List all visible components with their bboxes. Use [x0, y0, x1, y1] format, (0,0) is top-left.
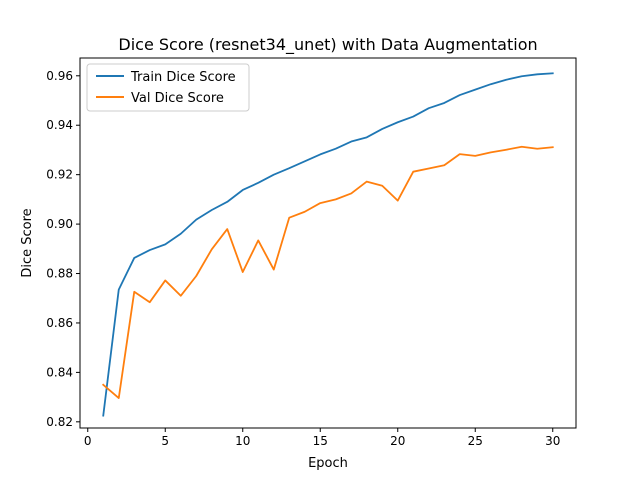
x-tick-label: 10 [235, 434, 250, 448]
x-tick-label: 20 [390, 434, 405, 448]
x-tick-label: 30 [545, 434, 560, 448]
legend-box [86, 63, 250, 112]
y-tick-label: 0.86 [46, 316, 73, 330]
series-layer [101, 72, 554, 417]
y-tick-label: 0.94 [46, 118, 73, 132]
x-axis-ticks: 0 5 10 15 20 25 30 [84, 428, 560, 448]
legend: Train Dice Score Val Dice Score [86, 63, 250, 112]
x-tick-label: 0 [84, 434, 92, 448]
x-tick-label: 25 [468, 434, 483, 448]
series-line-train [102, 72, 554, 417]
chart-title: Dice Score (resnet34_unet) with Data Aug… [118, 35, 537, 55]
y-tick-label: 0.92 [46, 168, 73, 182]
axes-frame [79, 57, 577, 429]
y-tick-label: 0.84 [46, 365, 73, 379]
series-line-val [101, 145, 554, 399]
legend-label-train: Train Dice Score [130, 70, 236, 85]
x-tick-label: 15 [313, 434, 328, 448]
x-tick-label: 5 [161, 434, 169, 448]
y-axis-ticks: 0.82 0.84 0.86 0.88 0.90 0.92 0.94 0.96 [46, 69, 80, 429]
x-axis-label: Epoch [308, 456, 348, 471]
y-axis-label: Dice Score [20, 208, 35, 277]
plot-area: 0 5 10 15 20 25 30 0.82 0.84 0.86 0.88 0.90 0.92 0.9… [46, 57, 577, 448]
legend-label-val: Val Dice Score [131, 91, 224, 106]
y-tick-label: 0.90 [46, 217, 73, 231]
y-tick-label: 0.88 [46, 267, 73, 281]
y-tick-label: 0.96 [46, 69, 73, 83]
y-tick-label: 0.82 [46, 415, 73, 429]
